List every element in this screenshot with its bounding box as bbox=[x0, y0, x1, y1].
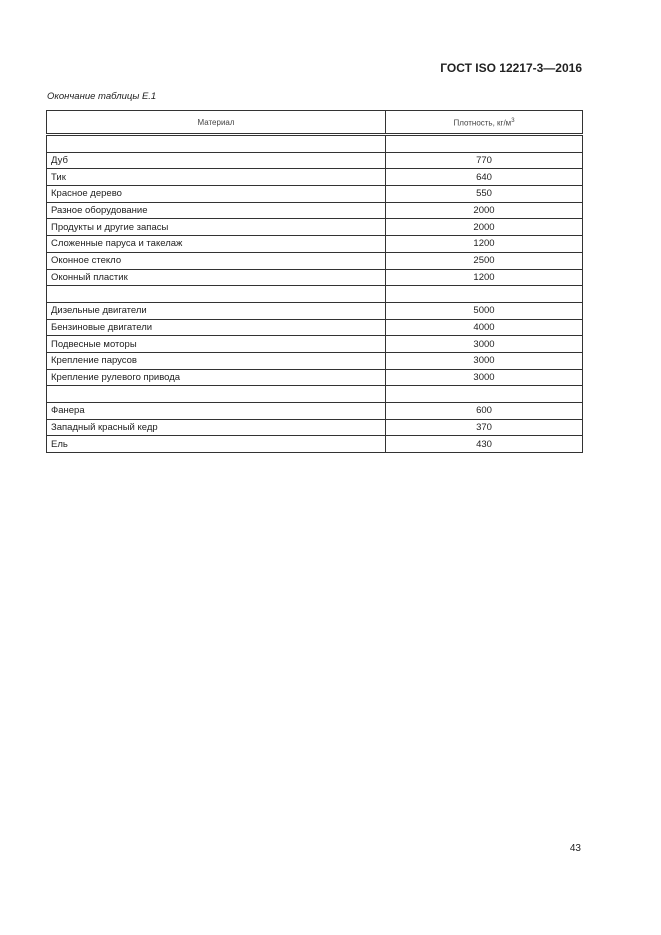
density-cell: 2500 bbox=[385, 251, 583, 270]
table-row: Дуб 770 bbox=[46, 151, 583, 170]
column-header-density: Плотность, кг/м3 bbox=[385, 110, 583, 136]
table-row: Ель 430 bbox=[46, 435, 583, 454]
material-cell: Дизельные двигатели bbox=[46, 301, 386, 320]
density-cell: 430 bbox=[385, 435, 583, 454]
material-cell: Красное дерево bbox=[46, 185, 386, 203]
material-cell: Подвесные моторы bbox=[46, 335, 386, 353]
density-cell bbox=[385, 385, 583, 403]
density-cell: 370 bbox=[385, 418, 583, 437]
density-cell: 3000 bbox=[385, 351, 583, 370]
density-cell: 4000 bbox=[385, 318, 583, 337]
table-header-row: Материал Плотность, кг/м3 bbox=[46, 110, 583, 136]
density-cell: 2000 bbox=[385, 201, 583, 220]
table-row: Оконное стекло 2500 bbox=[46, 251, 583, 270]
material-cell: Крепление рулевого привода bbox=[46, 368, 386, 387]
document-code: ГОСТ ISO 12217-3—2016 bbox=[440, 61, 582, 75]
material-cell bbox=[46, 134, 386, 153]
density-cell: 1200 bbox=[385, 268, 583, 287]
material-cell: Тик bbox=[46, 168, 386, 187]
density-cell: 3000 bbox=[385, 335, 583, 353]
table-row bbox=[46, 134, 583, 153]
density-table: Материал Плотность, кг/м3 Дуб 770 Тик 640 Кр… bbox=[46, 110, 583, 454]
table-row bbox=[46, 285, 583, 303]
density-cell: 600 bbox=[385, 402, 583, 420]
table-row: Тик 640 bbox=[46, 168, 583, 187]
table-row: Оконный пластик 1200 bbox=[46, 268, 583, 287]
material-cell: Разное оборудование bbox=[46, 201, 386, 220]
density-cell: 2000 bbox=[385, 218, 583, 237]
material-cell: Сложенные паруса и такелаж bbox=[46, 235, 386, 253]
table-row: Крепление рулевого привода 3000 bbox=[46, 368, 583, 387]
table-row: Разное оборудование 2000 bbox=[46, 201, 583, 220]
table-caption: Окончание таблицы Е.1 bbox=[47, 91, 157, 102]
density-label: Плотность, кг/м bbox=[453, 118, 512, 128]
table-row: Западный красный кедр 370 bbox=[46, 418, 583, 437]
density-cell: 640 bbox=[385, 168, 583, 187]
table-row: Красное дерево 550 bbox=[46, 185, 583, 203]
table-row: Дизельные двигатели 5000 bbox=[46, 301, 583, 320]
material-cell: Дуб bbox=[46, 151, 386, 170]
page-number: 43 bbox=[569, 843, 581, 854]
table-row bbox=[46, 385, 583, 403]
material-cell: Оконное стекло bbox=[46, 251, 386, 270]
density-cell: 1200 bbox=[385, 235, 583, 253]
material-cell bbox=[46, 385, 386, 403]
material-cell: Крепление парусов bbox=[46, 351, 386, 370]
material-cell: Фанера bbox=[46, 402, 386, 420]
material-cell bbox=[46, 285, 386, 303]
density-cell bbox=[385, 285, 583, 303]
material-cell: Ель bbox=[46, 435, 386, 454]
density-cell: 3000 bbox=[385, 368, 583, 387]
unit-exponent: 3 bbox=[511, 117, 515, 124]
material-cell: Оконный пластик bbox=[46, 268, 386, 287]
table-row: Фанера 600 bbox=[46, 402, 583, 420]
table-row: Сложенные паруса и такелаж 1200 bbox=[46, 235, 583, 253]
column-header-material: Материал bbox=[46, 110, 386, 136]
table-row: Продукты и другие запасы 2000 bbox=[46, 218, 583, 237]
density-cell: 770 bbox=[385, 151, 583, 170]
material-cell: Продукты и другие запасы bbox=[46, 218, 386, 237]
table-row: Подвесные моторы 3000 bbox=[46, 335, 583, 353]
material-cell: Западный красный кедр bbox=[46, 418, 386, 437]
material-cell: Бензиновые двигатели bbox=[46, 318, 386, 337]
density-cell bbox=[385, 134, 583, 153]
table-row: Крепление парусов 3000 bbox=[46, 351, 583, 370]
density-cell: 5000 bbox=[385, 301, 583, 320]
density-cell: 550 bbox=[385, 185, 583, 203]
table-row: Бензиновые двигатели 4000 bbox=[46, 318, 583, 337]
